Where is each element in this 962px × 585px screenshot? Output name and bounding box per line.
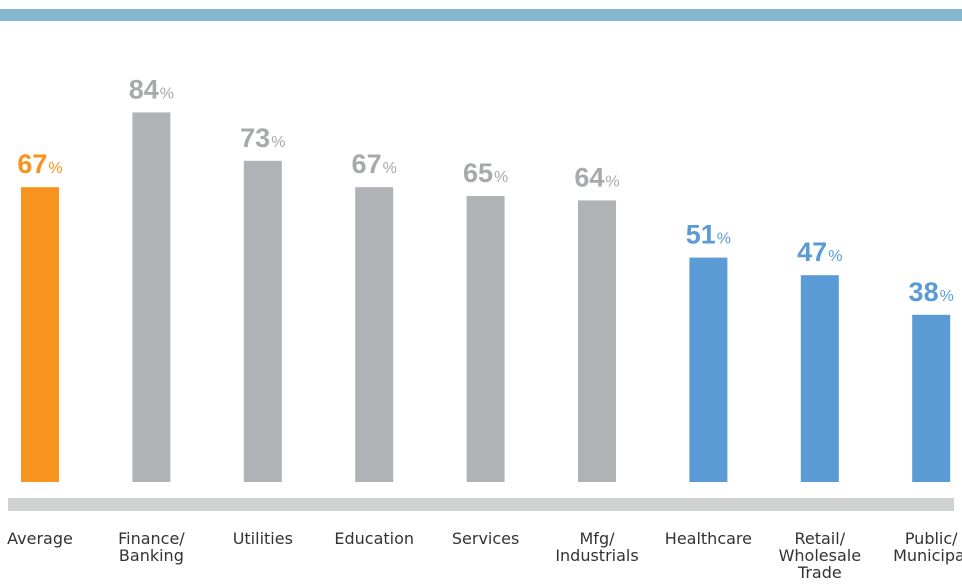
category-label-public-municipal: Public/Municipal	[893, 529, 962, 565]
value-label-finance-banking: 84%	[129, 74, 174, 104]
value-label-utilities: 73%	[240, 123, 285, 153]
value-label-education: 67%	[352, 149, 397, 179]
value-label-healthcare: 51%	[686, 220, 731, 250]
bar-education	[355, 187, 394, 482]
category-label-finance-banking: Finance/Banking	[118, 529, 185, 565]
value-label-services: 65%	[463, 158, 508, 188]
category-label-education: Education	[334, 529, 414, 548]
category-label-utilities: Utilities	[233, 529, 293, 548]
value-label-public-municipal: 38%	[909, 277, 954, 307]
bar-utilities	[243, 160, 282, 483]
category-label-mfg-industrials: Mfg/Industrials	[555, 529, 638, 565]
bar-public-municipal	[912, 314, 951, 482]
bar-average	[21, 187, 59, 482]
category-label-average: Average	[7, 529, 73, 548]
top-accent-rule	[0, 9, 962, 21]
bar-mfg-industrials	[578, 200, 616, 482]
value-label-mfg-industrials: 64%	[574, 162, 619, 192]
baseline-band	[8, 498, 954, 511]
category-label-retail-wholesale-trade: Retail/Wholesale Trade	[779, 529, 861, 582]
category-label-services: Services	[452, 529, 519, 548]
bar-retail-wholesale-trade	[800, 275, 839, 482]
bar-healthcare	[689, 257, 728, 482]
category-label-healthcare: Healthcare	[665, 529, 752, 548]
bar-finance-banking	[132, 112, 171, 483]
value-label-retail-wholesale-trade: 47%	[797, 237, 842, 267]
bar-services	[466, 196, 505, 482]
value-label-average: 67%	[17, 149, 62, 179]
